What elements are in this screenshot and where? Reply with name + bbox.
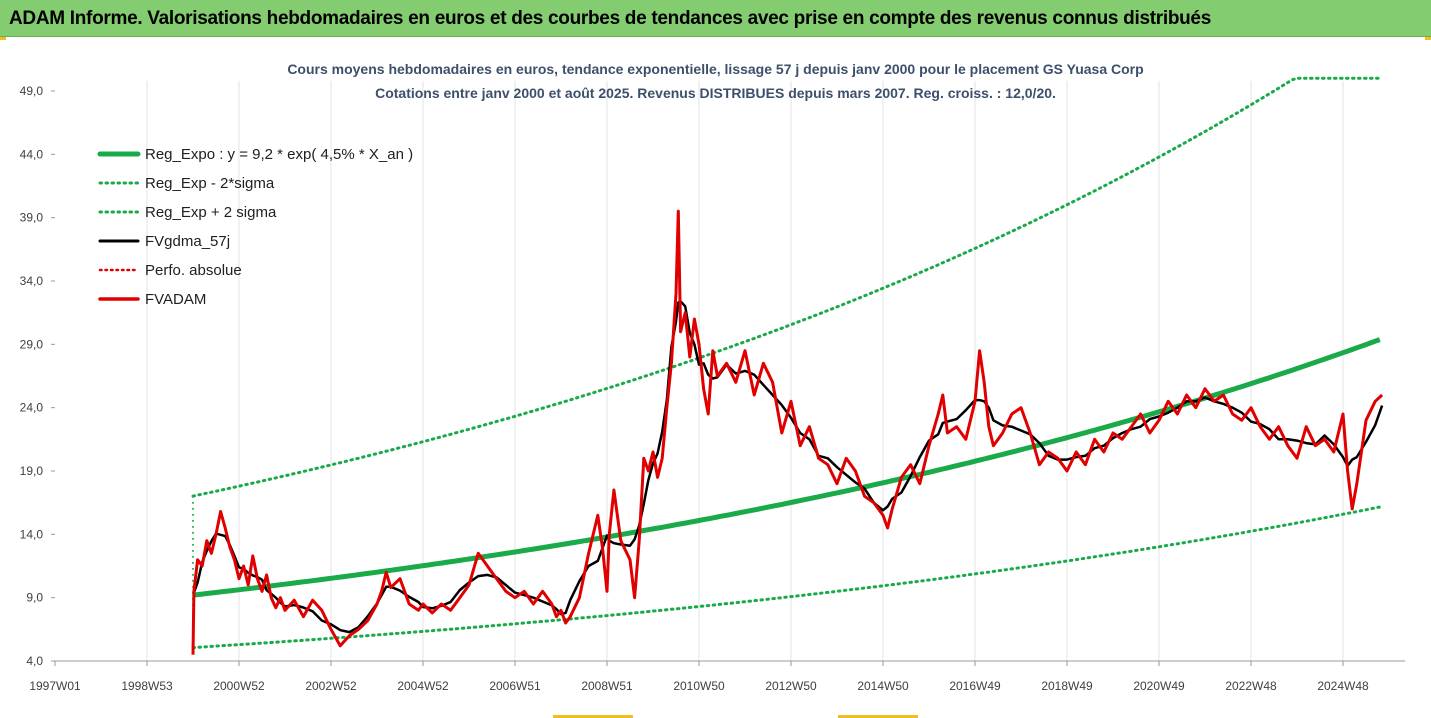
y-tick-label: 4,0	[26, 654, 43, 668]
series-upper-band	[191, 76, 1382, 498]
y-tick-label: 29,0	[20, 337, 44, 351]
legend-label-reg: Reg_Expo : y = 9,2 * exp( 4,5% * X_an )	[145, 146, 413, 163]
legend-label-fvadam: FVADAM	[145, 291, 206, 308]
x-tick-label: 2004W52	[397, 679, 449, 693]
chart-title-line2: Cotations entre janv 2000 et août 2025. …	[375, 85, 1056, 101]
x-tick-label: 2024W48	[1317, 679, 1369, 693]
x-tick-label: 2008W51	[581, 679, 633, 693]
legend: Reg_Expo : y = 9,2 * exp( 4,5% * X_an ) R…	[97, 146, 413, 308]
y-tick-label: 34,0	[20, 274, 44, 288]
legend-label-lower: Reg_Exp - 2*sigma	[145, 175, 275, 192]
x-tick-label: 2020W49	[1133, 679, 1185, 693]
legend-label-perfo: Perfo. absolue	[145, 262, 242, 279]
y-tick-labels: 49,0 44,0 39,0 34,0 29,0 24,0 19,0 14,0 9,0 4,0	[20, 84, 44, 668]
x-tick-label: 2012W50	[765, 679, 817, 693]
y-tick-label: 39,0	[20, 211, 44, 225]
banner-title: ADAM Informe. Valorisations hebdomadaire…	[9, 8, 1211, 29]
series	[191, 76, 1384, 655]
x-tick-label: 2016W49	[949, 679, 1001, 693]
y-tick-label: 49,0	[20, 84, 44, 98]
header-banner: ADAM Informe. Valorisations hebdomadaire…	[0, 0, 1431, 37]
x-tick-label: 2000W52	[213, 679, 265, 693]
chart-title-line1: Cours moyens hebdomadaires en euros, ten…	[287, 61, 1144, 77]
y-tick-label: 14,0	[20, 527, 44, 541]
corner-mark-top-left	[0, 37, 6, 40]
x-tick-label: 1997W01	[29, 679, 81, 693]
y-tick-label: 9,0	[26, 591, 43, 605]
y-tick-label: 24,0	[20, 401, 44, 415]
series-fvgdma	[192, 300, 1384, 634]
y-tick-label: 44,0	[20, 147, 44, 161]
x-tick-label: 2010W50	[673, 679, 725, 693]
corner-mark-bottom-left	[553, 715, 633, 718]
corner-mark-bottom-right	[838, 715, 918, 718]
y-tick-label: 19,0	[20, 464, 44, 478]
series-fvadam	[191, 209, 1384, 655]
x-tick-label: 2002W52	[305, 679, 357, 693]
legend-label-gdma: FVgdma_57j	[145, 233, 230, 250]
x-tick-label: 1998W53	[121, 679, 173, 693]
legend-label-upper: Reg_Exp + 2 sigma	[145, 204, 277, 221]
x-tick-label: 2022W48	[1225, 679, 1277, 693]
series-reg-expo	[192, 337, 1381, 598]
corner-mark-top-right	[1425, 37, 1431, 40]
chart-title: Cours moyens hebdomadaires en euros, ten…	[0, 57, 1431, 105]
series-lower-band	[191, 505, 1382, 650]
x-tick-label: 2006W51	[489, 679, 541, 693]
vertical-gridlines	[51, 81, 1344, 666]
x-tick-label: 2014W50	[857, 679, 909, 693]
x-tick-label: 2018W49	[1041, 679, 1093, 693]
x-tick-labels: 1997W01 1998W53 2000W52 2002W52 2004W52 2006W…	[29, 679, 1369, 693]
